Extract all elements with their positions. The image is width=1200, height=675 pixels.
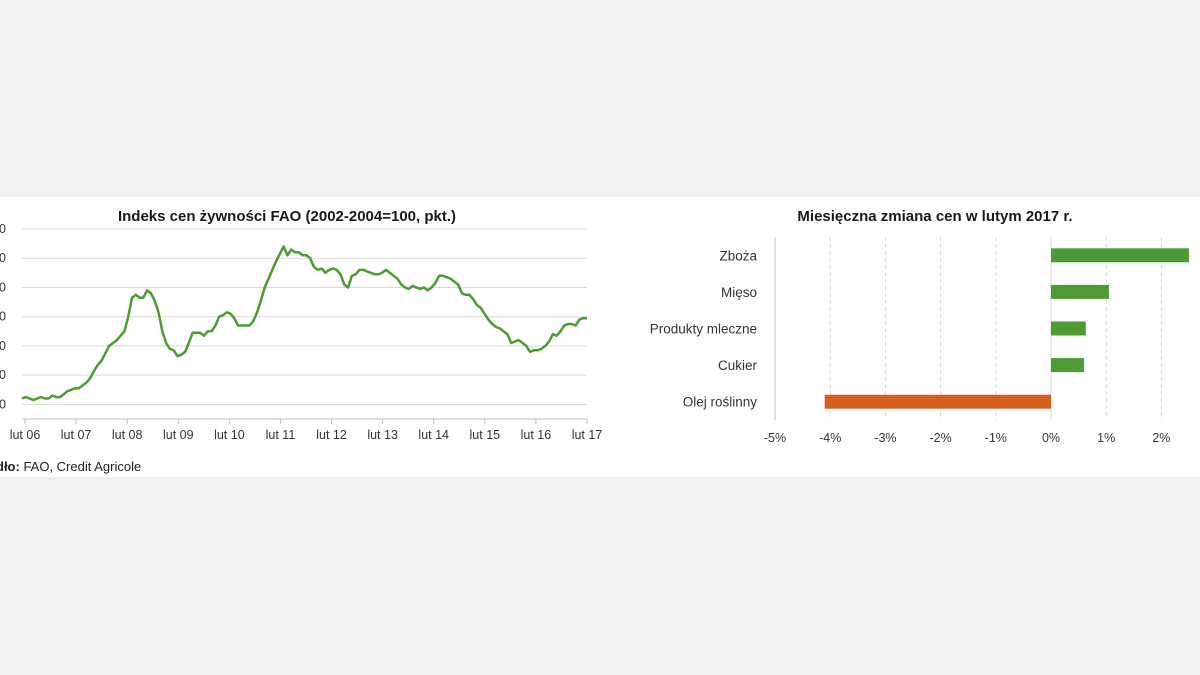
line-chart-title: Indeks cen żywności FAO (2002-2004=100, … [118,208,456,225]
line-series-food-index [21,245,587,402]
bar-chart-x-ticks: -5% -4% -3% -2% -1% 0% 1% 2% [764,431,1171,445]
line-chart-y-ticks: 0 0 0 0 0 0 0 [0,222,6,411]
source-text: FAO, Credit Agricole [20,459,141,474]
line-chart-y-tick-label: 0 [0,280,6,294]
line-chart-y-tick-label: 0 [0,310,6,324]
bar-chart-bars [824,248,1189,409]
bar-chart-category-label: Mięso [721,285,757,300]
bar-chart-x-tick-label: -4% [819,431,841,445]
source-note: dło: FAO, Credit Agricole [0,459,141,474]
line-chart-y-tick-label: 0 [0,368,6,382]
bar-0 [1051,248,1189,263]
bar-chart-x-tick-label: 2% [1152,431,1170,445]
line-chart-x-tick-label: lut 08 [112,428,143,442]
line-chart-x-tick-label: lut 06 [10,428,41,442]
bar-chart-x-tick-label: -1% [985,431,1007,445]
bar-1 [1051,284,1109,299]
bar-chart-category-label: Olej roślinny [683,395,758,410]
charts-panel: Indeks cen żywności FAO (2002-2004=100, … [0,197,1200,477]
line-chart-x-tick-label: lut 15 [470,428,501,442]
line-chart-x-tick-label: lut 14 [418,428,449,442]
bar-chart-x-tick-label: -5% [764,431,786,445]
line-chart-y-tick-label: 0 [0,339,6,353]
line-chart-x-tick-label: lut 17 [572,428,603,442]
bar-chart-category-label: Cukier [718,358,758,373]
bar-2 [1051,321,1086,336]
line-chart-x-ticks: lut 06 lut 07 lut 08 lut 09 lut 10 lut 11 lut … [10,419,603,442]
line-chart-series [21,245,587,402]
charts-svg: Indeks cen żywności FAO (2002-2004=100, … [0,208,1189,474]
line-chart-x-tick-label: lut 16 [521,428,552,442]
bar-chart-gridlines [774,237,1162,420]
line-chart-x-tick-label: lut 13 [367,428,398,442]
bar-chart-category-label: Zboża [719,248,757,263]
bar-chart-title: Miesięczna zmiana cen w lutym 2017 r. [797,208,1072,225]
line-chart-x-tick-label: lut 12 [316,428,347,442]
bar-chart-category-labels: Zboża Mięso Produkty mleczne Cukier Olej roś… [650,248,758,409]
line-chart-x-tick-label: lut 09 [163,428,194,442]
bar-chart-x-tick-label: 1% [1097,431,1115,445]
line-chart-x-tick-label: lut 11 [266,428,296,442]
line-chart-x-tick-label: lut 10 [214,428,245,442]
line-chart-y-tick-label: 0 [0,397,6,411]
bar-3 [1051,358,1085,373]
source-prefix: dło: [0,459,20,474]
bar-4 [824,394,1051,409]
bar-chart-x-tick-label: -2% [929,431,951,445]
line-chart-gridlines [22,228,587,420]
line-chart-x-tick-label: lut 07 [61,428,92,442]
bar-chart-x-tick-label: -3% [874,431,896,445]
line-chart-y-tick-label: 0 [0,222,6,236]
line-chart-y-tick-label: 0 [0,251,6,265]
bar-chart-x-tick-label: 0% [1042,431,1060,445]
bar-chart-category-label: Produkty mleczne [650,322,757,337]
